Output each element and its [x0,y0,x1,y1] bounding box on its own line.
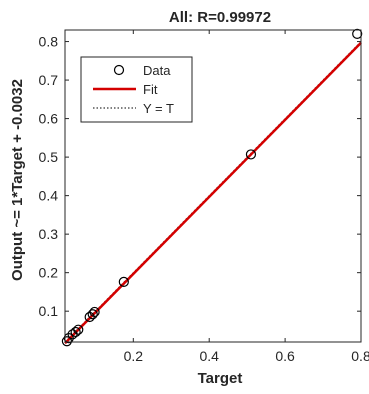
legend-data-marker [113,64,125,76]
legend-label-fit: Fit [143,82,158,97]
lines-layer [64,41,362,345]
chart-legend: Data Fit Y = T [80,56,193,123]
plot-frame [64,29,362,343]
legend-label-data: Data [143,63,171,78]
x-tick-label: 0.4 [199,348,219,364]
x-tick-label: 0.2 [124,348,144,364]
y-tick-label: 0.2 [39,265,59,281]
data-point [245,149,257,160]
ticks-layer: 0.2 0.4 0.6 0.8 0.1 0.2 0.3 0.4 0.5 0.6 0.7 0.8 [39,30,369,364]
y-tick-label: 0.1 [39,303,59,319]
data-point [61,336,72,347]
x-tick-label: 0.8 [351,348,369,364]
data-point [70,326,81,338]
data-point [89,306,100,318]
data-point [352,28,363,39]
y-tick-label: 0.3 [39,226,59,242]
y-tick-label: 0.8 [39,34,59,50]
y-tick-label: 0.4 [39,188,59,204]
data-point [73,324,84,335]
fit-line [64,41,362,345]
y-tick-label: 0.5 [39,149,59,165]
points-layer [61,28,363,347]
y-axis-title: Output ~= 1*Target + -0.0032 [9,79,26,281]
x-axis-title: Target [198,370,243,387]
data-point [118,276,129,288]
legend-label-yt: Y = T [143,101,174,116]
chart-title: All: R=0.99972 [169,9,271,26]
data-point [87,309,98,320]
x-tick-label: 0.6 [275,348,295,364]
y-tick-label: 0.7 [39,72,59,88]
y-tick-label: 0.6 [39,111,59,127]
data-point [63,333,74,344]
